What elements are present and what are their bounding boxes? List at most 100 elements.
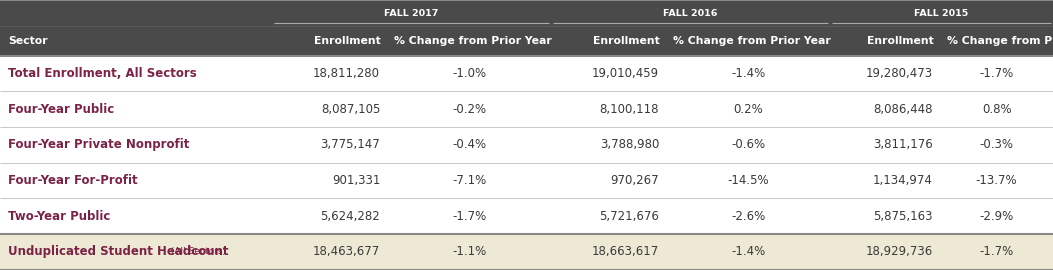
Text: -13.7%: -13.7% <box>976 174 1017 187</box>
Bar <box>0 127 272 163</box>
Bar <box>0 234 272 270</box>
Text: 3,775,147: 3,775,147 <box>320 138 380 151</box>
Bar <box>0 0 272 56</box>
Bar <box>551 127 667 163</box>
Bar <box>940 163 1053 198</box>
Text: -1.4%: -1.4% <box>731 245 766 258</box>
Bar <box>830 234 940 270</box>
Text: -1.4%: -1.4% <box>731 67 766 80</box>
Text: 901,331: 901,331 <box>332 174 380 187</box>
Text: Enrollment: Enrollment <box>594 36 660 46</box>
Text: 18,463,677: 18,463,677 <box>313 245 380 258</box>
Bar <box>0 92 272 127</box>
Text: 18,811,280: 18,811,280 <box>313 67 380 80</box>
Bar <box>830 127 940 163</box>
Text: FALL 2015: FALL 2015 <box>914 9 969 18</box>
Text: Four-Year Public: Four-Year Public <box>8 103 115 116</box>
Text: Two-Year Public: Two-Year Public <box>8 210 111 222</box>
Bar <box>551 92 667 127</box>
Text: (All Sectors): (All Sectors) <box>168 247 226 256</box>
Text: -1.7%: -1.7% <box>452 210 486 222</box>
Bar <box>388 92 551 127</box>
Bar <box>272 234 388 270</box>
Text: Four-Year For-Profit: Four-Year For-Profit <box>8 174 138 187</box>
Bar <box>388 163 551 198</box>
Text: Total Enrollment, All Sectors: Total Enrollment, All Sectors <box>8 67 197 80</box>
Bar <box>272 163 388 198</box>
Text: -2.9%: -2.9% <box>979 210 1014 222</box>
Text: 8,087,105: 8,087,105 <box>321 103 380 116</box>
Bar <box>272 56 388 92</box>
Text: 8,086,448: 8,086,448 <box>873 103 933 116</box>
Text: % Change from Prior Year: % Change from Prior Year <box>394 36 552 46</box>
Text: 18,929,736: 18,929,736 <box>866 245 933 258</box>
Text: Sector: Sector <box>8 36 48 46</box>
Bar <box>830 56 940 92</box>
Bar <box>388 56 551 92</box>
Text: -0.4%: -0.4% <box>452 138 486 151</box>
Bar <box>830 163 940 198</box>
Bar <box>667 0 830 56</box>
Text: 5,875,163: 5,875,163 <box>873 210 933 222</box>
Bar <box>830 0 940 56</box>
Text: 19,280,473: 19,280,473 <box>866 67 933 80</box>
Text: -1.0%: -1.0% <box>452 67 486 80</box>
Text: -2.6%: -2.6% <box>731 210 766 222</box>
Text: -0.2%: -0.2% <box>452 103 486 116</box>
Text: -0.3%: -0.3% <box>979 138 1014 151</box>
Bar <box>940 0 1053 56</box>
Bar <box>388 198 551 234</box>
Bar <box>940 234 1053 270</box>
Bar <box>667 198 830 234</box>
Text: Enrollment: Enrollment <box>868 36 934 46</box>
Bar <box>940 56 1053 92</box>
Bar <box>388 127 551 163</box>
Text: 0.2%: 0.2% <box>733 103 763 116</box>
Bar <box>551 198 667 234</box>
Text: 5,721,676: 5,721,676 <box>599 210 659 222</box>
Bar <box>388 0 551 56</box>
Bar <box>272 92 388 127</box>
Text: 8,100,118: 8,100,118 <box>599 103 659 116</box>
Bar <box>667 56 830 92</box>
Bar <box>667 127 830 163</box>
Bar <box>940 92 1053 127</box>
Text: 18,663,617: 18,663,617 <box>592 245 659 258</box>
Text: Four-Year Private Nonprofit: Four-Year Private Nonprofit <box>8 138 190 151</box>
Text: -1.7%: -1.7% <box>979 67 1014 80</box>
Text: 5,624,282: 5,624,282 <box>320 210 380 222</box>
Text: -1.7%: -1.7% <box>979 245 1014 258</box>
Text: Unduplicated Student Headcount: Unduplicated Student Headcount <box>8 245 229 258</box>
Text: % Change from Prior Year: % Change from Prior Year <box>947 36 1053 46</box>
Text: Enrollment: Enrollment <box>315 36 381 46</box>
Bar <box>551 163 667 198</box>
Bar <box>667 234 830 270</box>
Text: -0.6%: -0.6% <box>731 138 766 151</box>
Text: 19,010,459: 19,010,459 <box>592 67 659 80</box>
Bar <box>667 163 830 198</box>
Text: 970,267: 970,267 <box>611 174 659 187</box>
Bar <box>0 163 272 198</box>
Bar <box>551 56 667 92</box>
Bar <box>0 198 272 234</box>
Text: -14.5%: -14.5% <box>728 174 769 187</box>
Text: % Change from Prior Year: % Change from Prior Year <box>673 36 831 46</box>
Bar <box>940 198 1053 234</box>
Bar <box>830 198 940 234</box>
Text: -7.1%: -7.1% <box>452 174 486 187</box>
Bar <box>551 0 667 56</box>
Bar <box>272 198 388 234</box>
Bar <box>551 234 667 270</box>
Bar <box>272 0 388 56</box>
Bar <box>0 56 272 92</box>
Text: 3,788,980: 3,788,980 <box>600 138 659 151</box>
Bar <box>940 127 1053 163</box>
Text: -1.1%: -1.1% <box>452 245 486 258</box>
Text: 0.8%: 0.8% <box>981 103 1012 116</box>
Bar <box>388 234 551 270</box>
Bar <box>272 127 388 163</box>
Text: FALL 2016: FALL 2016 <box>663 9 717 18</box>
Bar <box>830 92 940 127</box>
Text: FALL 2017: FALL 2017 <box>384 9 438 18</box>
Text: 1,134,974: 1,134,974 <box>873 174 933 187</box>
